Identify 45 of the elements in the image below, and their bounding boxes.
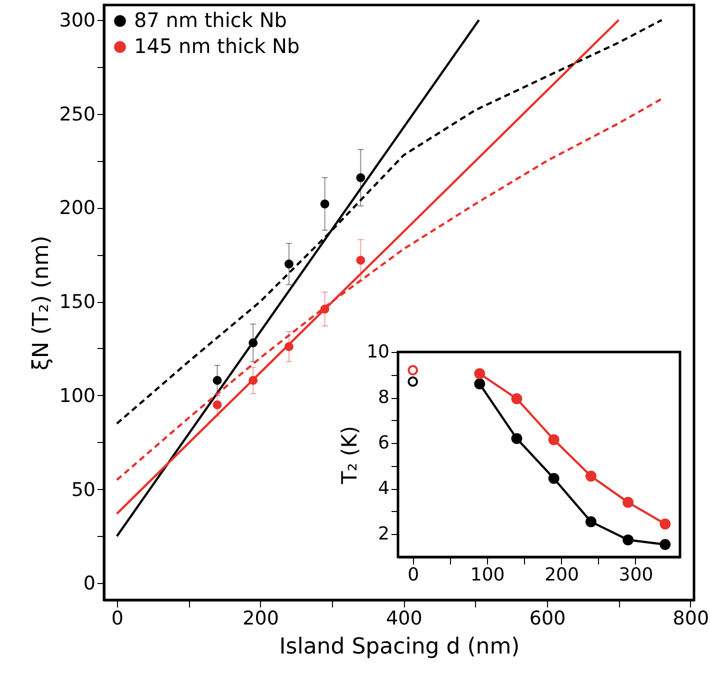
x-tick-label: 100 [470, 564, 505, 586]
point [548, 472, 560, 484]
y-tick-label: 6 [378, 432, 390, 454]
point [511, 433, 522, 444]
x-tick-label: 800 [672, 608, 710, 630]
point [585, 516, 596, 528]
x-axis-title: Island Spacing d (nm) [279, 634, 520, 660]
point [622, 496, 634, 508]
point [474, 378, 486, 390]
point [212, 376, 222, 385]
point [408, 376, 418, 387]
legend-label: 145 nm thick Nb [134, 34, 300, 58]
y-tick-label: 8 [378, 387, 390, 408]
point [585, 470, 596, 482]
x-tick-label: 600 [529, 608, 566, 630]
x-tick-label: 200 [242, 608, 279, 630]
point [212, 400, 222, 410]
y-tick-label: 300 [59, 10, 96, 32]
point [548, 434, 560, 446]
point [660, 539, 671, 550]
y-axis-title: T₂ (K) [338, 426, 362, 486]
point [356, 173, 366, 182]
point [474, 368, 486, 380]
point [320, 199, 330, 208]
y-tick-label: 4 [378, 478, 390, 500]
legend-label: 87 nm thick Nb [134, 8, 287, 32]
x-tick-label: 0 [408, 564, 420, 586]
x-tick-label: 300 [618, 564, 654, 586]
y-tick-label: 200 [59, 197, 96, 220]
point [356, 256, 366, 265]
x-tick-label: 200 [544, 564, 579, 586]
y-tick-label: 250 [59, 103, 96, 126]
y-tick-label: 150 [59, 291, 96, 314]
point [660, 518, 671, 530]
y-tick-label: 50 [71, 478, 96, 501]
y-axis-title: ξN (T₂) (nm) [29, 236, 54, 370]
x-tick-label: 400 [386, 608, 422, 630]
point [408, 365, 418, 376]
point [284, 260, 294, 268]
y-tick-label: 10 [366, 342, 390, 362]
y-tick-label: 100 [59, 384, 96, 407]
point [511, 393, 522, 404]
y-tick-label: 2 [378, 524, 390, 545]
x-tick-label: 0 [111, 608, 124, 630]
point [622, 534, 634, 546]
